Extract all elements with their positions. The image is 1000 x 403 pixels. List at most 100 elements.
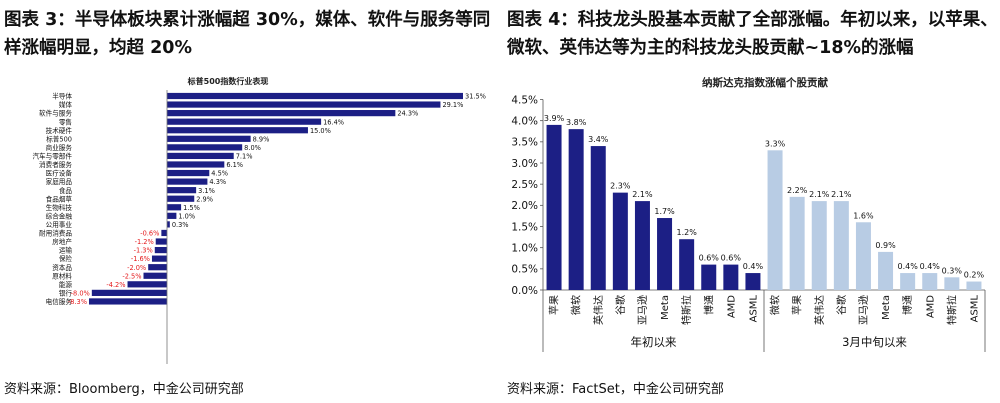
sector-label: 标普500 [46,134,72,143]
value-label: 6.1% [226,161,243,169]
value-label: 15.0% [310,127,331,135]
sector-label: 运输 [59,246,73,255]
value-label: 1.6% [853,211,874,220]
x-tick-label: 博通 [901,295,914,315]
sector-label: 技术硬件 [46,126,73,135]
sector-label: 保险 [59,254,73,263]
sector-bar [167,195,195,202]
value-label: 3.9% [544,114,565,123]
x-tick-label: 谷歌 [614,295,627,315]
sector-label: 公用事业 [46,220,73,229]
value-label: 1.7% [654,207,675,216]
sector-bar [143,272,167,279]
x-tick-label: 亚马逊 [858,295,870,325]
sector-bar [167,187,197,194]
sector-bar [167,92,463,100]
sector-label: 医疗设备 [46,169,73,178]
sector-bar [167,118,322,125]
sector-label: 汽车与零部件 [32,152,72,161]
sector-bar [167,101,441,108]
y-tick-label: 0.0% [511,285,538,297]
value-label: 2.1% [831,190,852,199]
x-tick-label: ASML [748,295,759,323]
value-label: -4.2% [106,281,125,289]
contribution-bar [723,264,739,290]
contribution-bar [922,273,938,290]
y-tick-label: 0.5% [511,264,538,276]
value-label: -1.3% [134,247,153,255]
value-label: 2.1% [809,190,830,199]
value-label: 1.5% [183,204,200,212]
left-figure-heading: 图表 3：半导体板块累计涨幅超 30%，媒体、软件与服务等同样涨幅明显，均超 2… [4,10,491,58]
value-label: 1.2% [676,228,697,237]
sector-bar [89,298,167,305]
sector-label: 零售 [59,117,72,126]
sector-bar [167,178,208,185]
sector-bar [154,246,167,254]
x-tick-label: 特斯拉 [945,295,958,325]
contribution-bar [568,129,584,290]
x-tick-label: 微软 [570,295,583,315]
right-figure-heading: 图表 4：科技龙头股基本贡献了全部涨幅。年初以来，以苹果、微软、英伟达等为主的科… [507,10,998,58]
x-tick-label: 特斯拉 [680,295,693,325]
sector-label: 消费者服务 [39,160,72,169]
contribution-bar [590,146,606,290]
group-label: 3月中旬以来 [842,335,907,349]
value-label: 16.4% [323,118,344,126]
sector-label: 食品烟草 [46,194,73,203]
x-tick-label: Meta [881,295,892,320]
contribution-bar [855,222,871,290]
sector-label: 原材料 [52,271,72,280]
sector-label: 媒体 [59,100,73,109]
y-tick-label: 2.5% [511,179,538,191]
right-source-note: 资料来源：FactSet，中金公司研究部 [507,382,724,397]
chart-title: 纳斯达克指数涨幅个股贡献 [702,76,828,89]
sector-label: 半导体 [52,92,72,101]
sector-bar [155,238,167,245]
y-tick-label: 2.0% [511,200,538,212]
y-tick-label: 1.0% [511,242,538,254]
value-label: 24.3% [397,110,418,118]
value-label: 0.9% [875,241,896,250]
sector-label: 家庭用品 [46,177,73,186]
y-tick-label: 3.0% [511,158,538,170]
value-label: 0.6% [699,254,720,263]
x-tick-label: 微软 [769,295,782,315]
x-tick-label: AMD [925,295,936,318]
y-tick-label: 1.5% [511,221,538,233]
right-panel: 图表 4：科技龙头股基本贡献了全部涨幅。年初以来，以苹果、微软、英伟达等为主的科… [503,0,1000,403]
sector-label: 能源 [59,280,73,289]
value-label: 0.2% [964,271,985,280]
sector-bar [167,161,225,168]
contribution-bar [612,192,628,290]
contribution-bar [966,281,982,290]
value-label: -2.0% [127,264,146,272]
value-label: 0.4% [920,262,941,271]
value-label: 4.5% [211,170,228,178]
y-tick-label: 3.5% [511,137,538,149]
x-tick-label: ASML [969,295,980,323]
value-label: 0.3% [942,266,963,275]
sector-label: 综合金融 [46,211,73,220]
y-tick-label: 4.5% [511,94,538,106]
group-label: 年初以来 [631,335,677,349]
value-label: -2.5% [122,272,141,280]
sector-label: 耐用消费品 [39,229,72,238]
value-label: -1.6% [131,255,150,263]
value-label: 2.2% [787,186,808,195]
sector-label: 银行 [59,288,73,297]
value-label: -8.0% [71,289,90,297]
chart-title: 标普500指数行业表现 [187,76,269,86]
sector-bar [167,204,182,211]
x-tick-label: 英伟达 [592,295,605,325]
value-label: -0.6% [140,230,159,238]
value-label: 2.3% [610,182,631,191]
contribution-bar [657,218,673,290]
x-tick-label: 亚马逊 [637,295,649,325]
x-tick-label: AMD [726,295,737,318]
value-label: 3.1% [198,187,215,195]
contribution-bar [767,150,783,290]
y-tick-label: 4.0% [511,115,538,127]
sector-label: 房地产 [52,237,72,246]
